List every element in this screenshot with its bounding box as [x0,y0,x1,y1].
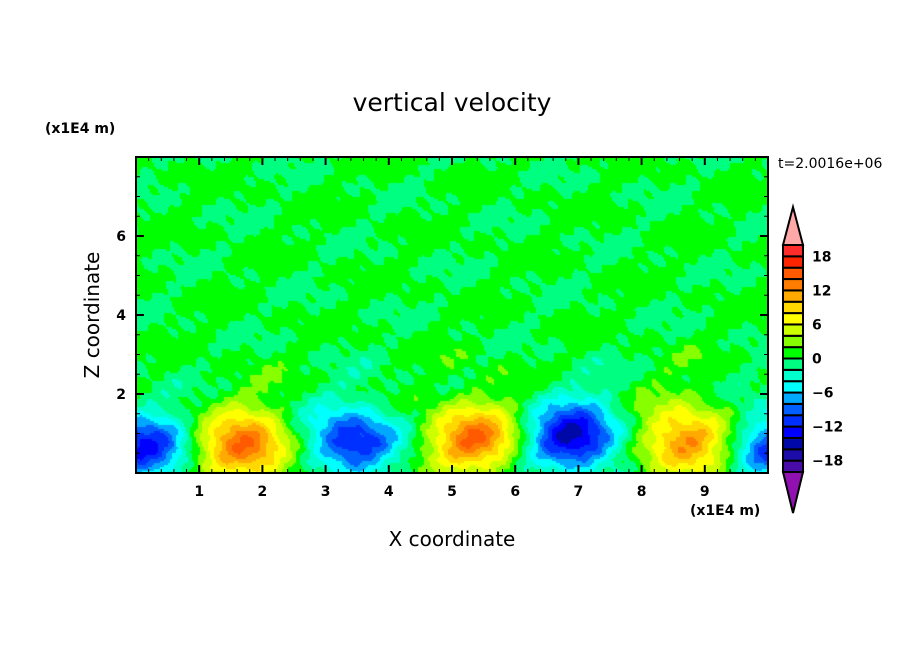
colorbar-under-arrow [781,471,805,514]
colorbar-box [782,334,804,349]
y-tick-label: 6 [116,229,126,245]
x-tick-label: 7 [574,484,584,500]
colorbar-box [782,380,804,394]
x-tick-label: 4 [384,484,394,500]
x-tick-label: 2 [258,484,268,500]
colorbar-box [782,346,804,360]
time-label: t=2.0016e+06 [778,156,883,172]
x-tick-label: 5 [447,484,457,500]
colorbar-box [782,300,804,315]
colorbar-over-arrow [781,203,805,246]
colorbar-tick-label: −6 [812,386,833,402]
colorbar-box [782,414,804,428]
colorbar-box [782,312,804,326]
colorbar-box [782,323,804,337]
colorbar-box [782,448,804,462]
colorbar-box [782,425,804,439]
colorbar-tick-label: 0 [812,352,822,368]
colorbar-box [782,289,804,303]
x-tick-label: 3 [321,484,331,500]
contour-field [136,157,768,473]
x-tick-label: 8 [637,484,647,500]
colorbar-box [782,278,804,292]
colorbar-box [782,357,804,371]
x-tick-label: 6 [510,484,520,500]
x-axis-label: X coordinate [388,527,516,551]
plot-frame [135,156,769,474]
x-unit-label: (x1E4 m) [690,503,761,519]
colorbar-tick-label: 6 [812,317,822,333]
colorbar-box [782,255,804,269]
colorbar-box [782,391,804,405]
x-tick-label: 9 [700,484,710,500]
y-tick-label: 2 [116,387,126,403]
y-tick-label: 4 [116,308,126,324]
chart-title: vertical velocity [352,88,552,117]
colorbar-tick-label: 18 [812,249,831,265]
colorbar-box [782,244,804,258]
colorbar-tick-label: −18 [812,454,843,470]
colorbar-tick-label: 12 [812,283,831,299]
y-unit-label: (x1E4 m) [45,121,116,137]
colorbar-box [782,368,804,383]
colorbar-box [782,436,804,451]
colorbar-box [782,459,804,473]
colorbar-tick-label: −12 [812,420,843,436]
colorbar-box [782,402,804,417]
x-tick-label: 1 [194,484,204,500]
colorbar-box [782,266,804,281]
